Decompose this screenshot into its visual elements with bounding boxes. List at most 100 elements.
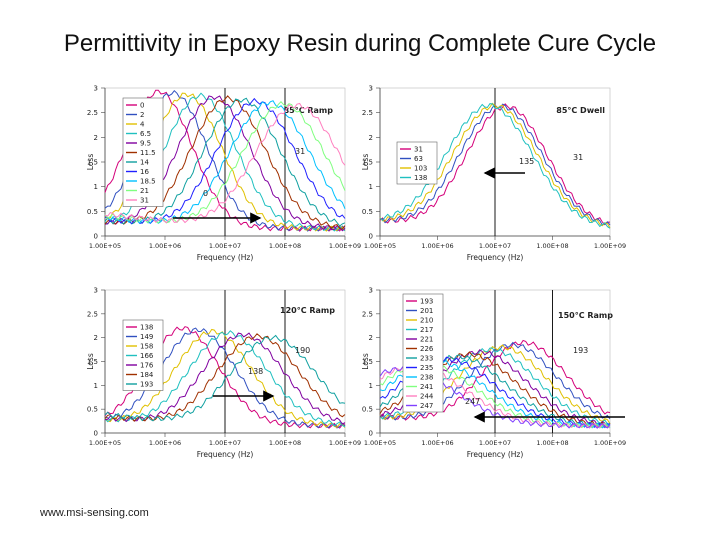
legend-label: 14 [140, 159, 149, 167]
x-tick-label: 1.00E+09 [594, 439, 626, 447]
x-tick-label: 1.00E+08 [536, 439, 568, 447]
legend-label: 193 [420, 298, 433, 306]
legend-label: 244 [420, 393, 434, 401]
legend-label: 221 [420, 336, 433, 344]
legend-label: 138 [414, 174, 427, 182]
legend-label: 166 [140, 352, 154, 360]
x-tick-label: 1.00E+05 [364, 439, 396, 447]
legend-label: 103 [414, 165, 427, 173]
x-axis-label: Frequency (Hz) [197, 253, 254, 262]
legend-label: 247 [420, 402, 433, 410]
legend-label: 11.5 [140, 149, 156, 157]
annotation: 138 [248, 367, 263, 376]
legend-label: 4 [140, 121, 145, 129]
legend-label: 238 [420, 374, 433, 382]
x-tick-label: 1.00E+09 [329, 439, 361, 447]
y-tick-label: 2 [94, 134, 98, 142]
legend-label: 201 [420, 307, 433, 315]
series-line-193 [104, 334, 346, 422]
y-tick-label: 0 [369, 430, 373, 438]
x-axis-label: Frequency (Hz) [467, 253, 524, 262]
x-tick-label: 1.00E+08 [269, 242, 301, 250]
y-axis-label: Loss [361, 154, 370, 171]
legend-label: 18.5 [140, 178, 156, 186]
legend-label: 158 [140, 343, 153, 351]
legend-label: 193 [140, 381, 153, 389]
x-tick-label: 1.00E+06 [149, 439, 181, 447]
x-tick-label: 1.00E+06 [421, 242, 453, 250]
x-axis-label: Frequency (Hz) [467, 450, 524, 459]
legend-label: 9.5 [140, 140, 151, 148]
series-line-31 [104, 102, 346, 224]
y-tick-label: 2.5 [87, 109, 98, 117]
x-tick-label: 1.00E+07 [479, 242, 511, 250]
legend-label: 0 [140, 102, 144, 110]
series-line-9.5 [104, 95, 346, 232]
x-tick-label: 1.00E+09 [594, 242, 626, 250]
y-tick-label: 1 [94, 382, 98, 390]
chart-grid: 00.511.522.531.00E+05 1.00E+06 1.00E+07 1.0… [86, 85, 626, 460]
legend-label: 210 [420, 317, 433, 325]
x-tick-label: 1.00E+05 [89, 439, 121, 447]
y-tick-label: 0.5 [362, 406, 373, 414]
legend-label: 149 [140, 333, 153, 341]
annotation: 31 [573, 153, 583, 162]
slide-title: Permittivity in Epoxy Resin during Compl… [63, 30, 657, 57]
y-tick-label: 3 [369, 287, 373, 295]
annotation: 0 [203, 189, 208, 198]
x-tick-label: 1.00E+09 [329, 242, 361, 250]
panel-title: 120°C Ramp [280, 306, 335, 315]
y-tick-label: 0.5 [87, 406, 98, 414]
legend-label: 31 [140, 197, 149, 205]
series-line-184 [104, 333, 346, 422]
y-tick-label: 2.5 [87, 310, 98, 318]
figure-panel: 0 0.5 1 1.5 2 2.5 3 1.00E+05 1.00E+06 1.00E+07 1.0… [85, 80, 635, 470]
y-tick-label: 2 [369, 134, 373, 142]
legend-label: 184 [140, 371, 154, 379]
y-tick-label: 2.5 [362, 310, 373, 318]
series-line-158 [104, 328, 346, 428]
series-line-18.5 [104, 100, 346, 224]
y-tick-label: 0 [94, 233, 98, 241]
footer-url[interactable]: www.msi-sensing.com [40, 507, 149, 519]
y-tick-label: 1 [369, 382, 373, 390]
y-axis-label: Loss [86, 154, 95, 171]
y-tick-label: 1 [369, 183, 373, 191]
legend-label: 233 [420, 355, 433, 363]
y-tick-label: 0 [369, 233, 373, 241]
y-tick-label: 1 [94, 183, 98, 191]
legend-label: 176 [140, 362, 154, 370]
series-line-166 [104, 330, 346, 428]
x-axis-label: Frequency (Hz) [197, 450, 254, 459]
legend-label: 226 [420, 345, 434, 353]
legend-label: 235 [420, 364, 433, 372]
y-tick-label: 3 [94, 287, 98, 295]
series-line-193 [379, 339, 611, 421]
series-line-138 [379, 103, 611, 229]
x-tick-label: 1.00E+07 [209, 439, 241, 447]
annotation: 193 [573, 346, 588, 355]
y-tick-label: 1.5 [362, 159, 373, 167]
annotation: 190 [295, 346, 310, 355]
annotation: 247 [465, 397, 480, 406]
legend-label: 138 [140, 324, 153, 332]
panel-title: 150°C Ramp [558, 311, 613, 320]
legend-label: 16 [140, 168, 149, 176]
y-tick-label: 1.5 [87, 358, 98, 366]
x-tick-label: 1.00E+05 [364, 242, 396, 250]
legend-label: 21 [140, 187, 149, 195]
y-tick-label: 0.5 [87, 208, 98, 216]
x-tick-label: 1.00E+07 [479, 439, 511, 447]
x-tick-label: 1.00E+06 [149, 242, 181, 250]
annotation: 135 [519, 157, 534, 166]
x-tick-label: 1.00E+06 [421, 439, 453, 447]
y-tick-label: 1.5 [362, 358, 373, 366]
y-tick-label: 1.5 [87, 159, 98, 167]
x-tick-label: 1.00E+08 [536, 242, 568, 250]
legend-label: 31 [414, 146, 423, 154]
y-tick-label: 2 [369, 334, 373, 342]
x-tick-label: 1.00E+07 [209, 242, 241, 250]
